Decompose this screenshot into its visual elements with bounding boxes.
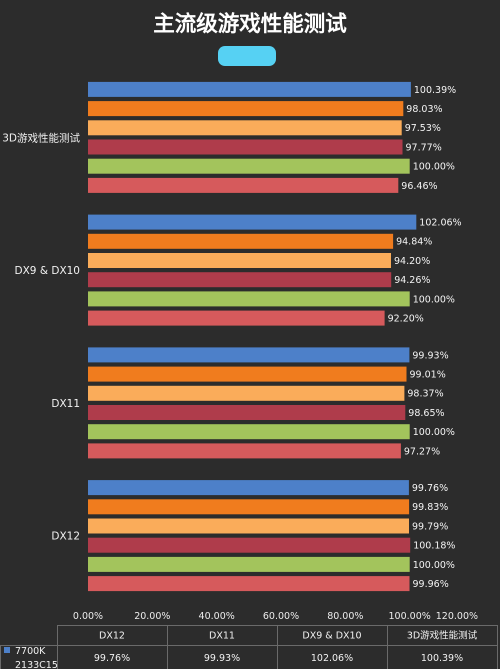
data-label: 102.06% bbox=[419, 218, 461, 229]
bar bbox=[88, 120, 402, 136]
bars-layer bbox=[88, 81, 417, 592]
x-tick-label: 0.00% bbox=[73, 611, 103, 622]
x-tick-label: 40.00% bbox=[199, 611, 235, 622]
data-label: 99.83% bbox=[412, 502, 448, 513]
x-tick-label: 20.00% bbox=[134, 611, 170, 622]
data-label: 99.93% bbox=[412, 350, 448, 361]
data-label: 99.79% bbox=[412, 521, 448, 532]
bar bbox=[88, 499, 410, 515]
bar bbox=[88, 101, 404, 117]
table-series-name: 7700K 2133C15 bbox=[15, 646, 58, 669]
bar bbox=[88, 347, 410, 363]
bar bbox=[88, 233, 394, 249]
bar bbox=[88, 366, 407, 382]
x-tick-label: 60.00% bbox=[263, 611, 299, 622]
data-label: 92.20% bbox=[388, 314, 424, 325]
data-label: 99.01% bbox=[410, 370, 446, 381]
category-axis: DX12 DX11 DX9 & DX10 3D游戏性能测试 bbox=[2, 131, 80, 542]
bar bbox=[88, 291, 410, 307]
data-label: 97.77% bbox=[406, 142, 442, 153]
bar bbox=[88, 81, 411, 97]
bar bbox=[88, 443, 401, 459]
title-badge bbox=[218, 46, 276, 66]
category-label: 3D游戏性能测试 bbox=[2, 131, 80, 144]
table-value-cell: 99.76% bbox=[94, 653, 130, 664]
data-label: 94.84% bbox=[396, 237, 432, 248]
chart-title: 主流级游戏性能测试 bbox=[153, 11, 347, 37]
data-table: DX12 DX11 DX9 & DX10 3D游戏性能测试 7700K 2133C15 99… bbox=[0, 625, 498, 669]
data-label: 99.96% bbox=[413, 579, 449, 590]
bar bbox=[88, 537, 411, 553]
data-label: 100.00% bbox=[413, 294, 455, 305]
bar bbox=[88, 405, 406, 420]
bar bbox=[88, 310, 385, 326]
bar bbox=[88, 272, 392, 288]
data-label: 100.18% bbox=[413, 541, 455, 552]
bar bbox=[88, 424, 410, 440]
table-header-cell: DX11 bbox=[209, 631, 235, 642]
data-label: 98.37% bbox=[407, 389, 443, 400]
legend-key bbox=[4, 647, 10, 653]
table-header-cell: DX12 bbox=[99, 631, 125, 642]
table-value-cell: 100.39% bbox=[421, 653, 463, 664]
table-header-cell: 3D游戏性能测试 bbox=[407, 630, 478, 642]
data-label: 97.53% bbox=[405, 123, 441, 134]
bar bbox=[88, 214, 417, 230]
bar bbox=[88, 480, 409, 496]
table-value-cell: 102.06% bbox=[311, 653, 353, 664]
bar bbox=[88, 139, 403, 155]
category-label: DX12 bbox=[51, 531, 80, 543]
data-label: 99.76% bbox=[412, 483, 448, 494]
data-label: 94.26% bbox=[394, 275, 430, 286]
data-label: 98.65% bbox=[408, 408, 444, 419]
table-value-cell: 99.93% bbox=[204, 653, 240, 664]
data-label: 100.39% bbox=[414, 85, 456, 96]
data-label: 100.00% bbox=[413, 427, 455, 438]
x-tick-label: 120.00% bbox=[436, 611, 478, 622]
table-header-cell: DX9 & DX10 bbox=[302, 631, 361, 642]
bar bbox=[88, 556, 410, 572]
category-label: DX9 & DX10 bbox=[15, 265, 80, 277]
category-label: DX11 bbox=[51, 398, 80, 410]
bar bbox=[88, 177, 399, 193]
data-labels-layer: 99.76% 99.83% 99.79% 100.18% 100.00% 99.96% 99… bbox=[388, 85, 462, 590]
bar bbox=[88, 253, 391, 268]
data-label: 97.27% bbox=[404, 446, 440, 457]
data-label: 94.20% bbox=[394, 256, 430, 267]
x-tick-label: 100.00% bbox=[389, 611, 431, 622]
bar bbox=[88, 518, 409, 534]
bar bbox=[88, 158, 410, 174]
data-label: 100.00% bbox=[413, 560, 455, 571]
value-axis: 0.00% 20.00% 40.00% 60.00% 80.00% 100.00% 120.… bbox=[73, 611, 478, 622]
bar bbox=[88, 576, 410, 592]
data-label: 96.46% bbox=[401, 181, 437, 192]
data-label: 98.03% bbox=[406, 104, 442, 115]
x-tick-label: 80.00% bbox=[327, 611, 363, 622]
bar bbox=[88, 385, 405, 401]
data-label: 100.00% bbox=[413, 162, 455, 173]
